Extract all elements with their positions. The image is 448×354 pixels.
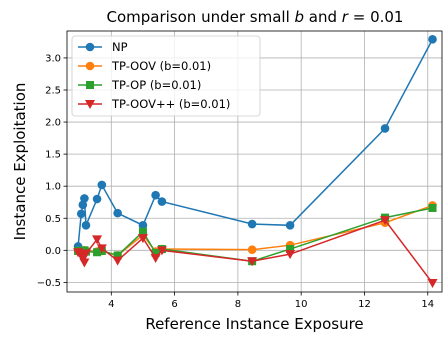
- legend-label: TP-OOV (b=0.01): [111, 59, 211, 73]
- x-axis-label: Reference Instance Exposure: [145, 315, 363, 333]
- y-tick-label: −0.5: [37, 278, 61, 289]
- x-tick-label: 10: [295, 299, 308, 310]
- legend-item: NP: [78, 40, 128, 54]
- chart-title: Comparison under small b and r = 0.01: [107, 8, 404, 26]
- legend: NP TP-OOV (b=0.01) TP-OP (b=0.01) TP-OOV++ …: [71, 35, 261, 117]
- data-point: [151, 248, 160, 257]
- data-point: [97, 180, 107, 190]
- data-point: [150, 254, 161, 264]
- data-point: [81, 221, 91, 230]
- data-point: [138, 227, 147, 236]
- x-tick-label: 4: [108, 299, 114, 310]
- x-tick-label: 14: [421, 299, 434, 310]
- series-0: [73, 35, 437, 251]
- y-tick-label: 1.0: [45, 182, 61, 193]
- data-point: [93, 248, 102, 257]
- data-point: [428, 203, 437, 212]
- legend-label: TP-OOV++ (b=0.01): [111, 97, 230, 111]
- legend-marker: [85, 100, 95, 109]
- y-axis-label: Instance Exploitation: [11, 83, 29, 241]
- y-tick-label: 0.0: [45, 246, 61, 257]
- data-point: [285, 221, 295, 230]
- data-point: [96, 244, 107, 254]
- data-point: [137, 234, 148, 244]
- ticks: 4 6 8 10 12 14 −0.5 0.0 0.5 1.0 1.5 2.0 2.5 3.0: [37, 53, 434, 310]
- plot-frame: [66, 30, 443, 293]
- legend-item: TP-OP (b=0.01): [78, 78, 201, 92]
- y-tick-label: 3.0: [45, 53, 61, 64]
- series-3: [73, 216, 438, 289]
- data-point: [380, 216, 391, 226]
- data-point: [380, 124, 390, 133]
- data-point: [247, 257, 258, 267]
- data-point: [92, 235, 103, 245]
- y-tick-label: 0.5: [45, 214, 61, 225]
- series-layer: [73, 35, 438, 289]
- data-point: [76, 209, 86, 219]
- y-tick-label: 2.0: [45, 118, 61, 129]
- legend-marker: [85, 42, 95, 52]
- data-point: [286, 245, 295, 254]
- legend-item: TP-OOV++ (b=0.01): [78, 97, 230, 111]
- data-point: [113, 251, 122, 260]
- data-point: [157, 197, 167, 206]
- legend-marker: [85, 61, 95, 71]
- data-point: [151, 190, 160, 200]
- data-point: [247, 245, 257, 254]
- x-tick-label: 12: [358, 299, 371, 310]
- data-point: [427, 279, 438, 289]
- data-point: [428, 35, 437, 44]
- legend-marker: [86, 81, 94, 89]
- legend-box: [71, 35, 261, 117]
- data-point: [112, 256, 123, 266]
- data-point: [285, 250, 296, 260]
- legend-item: TP-OOV (b=0.01): [78, 59, 211, 73]
- data-point: [80, 249, 91, 259]
- data-point: [113, 208, 122, 218]
- legend-label: TP-OP (b=0.01): [111, 78, 201, 92]
- data-point: [247, 219, 257, 229]
- data-point: [156, 246, 167, 256]
- data-point: [78, 200, 88, 210]
- x-tick-label: 8: [235, 299, 241, 310]
- data-point: [79, 258, 90, 268]
- legend-label: NP: [112, 40, 128, 54]
- x-tick-label: 6: [171, 299, 177, 310]
- data-point: [138, 221, 148, 230]
- y-tick-label: 1.5: [45, 150, 61, 161]
- data-point: [92, 194, 102, 204]
- data-point: [80, 194, 89, 203]
- y-tick-label: 2.5: [45, 85, 61, 96]
